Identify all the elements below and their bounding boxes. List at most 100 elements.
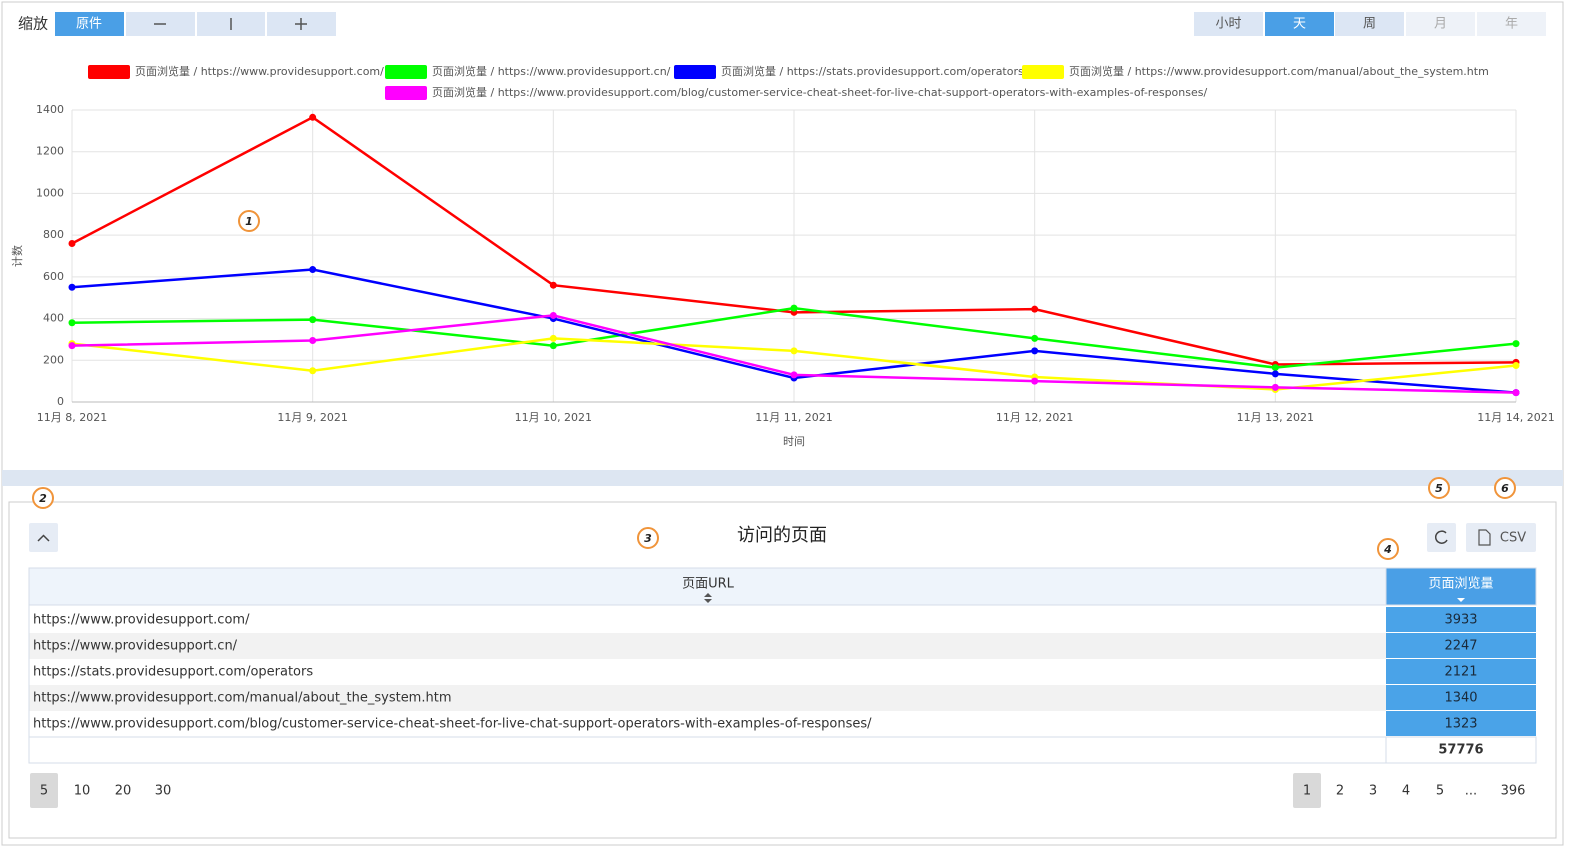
data-point [549, 311, 557, 319]
annotation-circle [637, 527, 659, 549]
row-bg [29, 711, 1386, 737]
period-button[interactable] [1265, 12, 1334, 36]
annotation-circle [32, 487, 54, 509]
page-size[interactable]: 30 [155, 784, 172, 799]
header-views-text[interactable]: 页面浏览量 [1428, 576, 1493, 592]
data-point [68, 283, 76, 291]
page-number[interactable]: 4 [1402, 784, 1410, 799]
data-point [790, 304, 798, 312]
data-point [1512, 362, 1520, 369]
data-point [1031, 377, 1039, 385]
data-point [790, 371, 798, 379]
row-bg [29, 685, 1386, 711]
period-text: 月 [1434, 17, 1447, 32]
annotation-circle [238, 210, 260, 232]
x-tick-label: 11月 8, 2021 [37, 411, 107, 424]
zoom-original-text: 原件 [76, 17, 102, 32]
csv-text: CSV [1500, 531, 1526, 546]
zoom-label: 缩放 [18, 15, 48, 33]
x-tick-label: 11月 9, 2021 [277, 411, 347, 424]
legend-label: 页面浏览量 / https://www.providesupport.com/ [135, 64, 384, 78]
page-number[interactable]: 5 [1436, 784, 1444, 799]
legend-label: 页面浏览量 / https://www.providesupport.cn/ [432, 64, 671, 78]
value-cell [1386, 607, 1536, 632]
period-text: 年 [1505, 17, 1518, 32]
x-tick-label: 11月 14, 2021 [1477, 411, 1554, 424]
y-tick-label: 400 [43, 312, 64, 325]
y-tick-label: 1200 [36, 145, 64, 158]
row-url: https://www.providesupport.com/blog/cust… [33, 717, 872, 732]
y-tick-label: 1000 [36, 186, 64, 199]
collapse-button[interactable] [29, 523, 58, 552]
value-cell [1386, 659, 1536, 684]
page-size[interactable]: 20 [115, 784, 132, 799]
page-active [1293, 773, 1321, 808]
annotation-number: 6 [1501, 482, 1509, 495]
period-text: 小时 [1215, 17, 1241, 32]
row-views: 2247 [1444, 639, 1477, 654]
header-url-text[interactable]: 页面URL [682, 577, 735, 592]
y-tick-label: 600 [43, 270, 64, 283]
period-button[interactable] [1477, 12, 1546, 36]
row-views: 1323 [1444, 717, 1477, 732]
value-cell [1386, 685, 1536, 710]
y-axis-label: 计数 [11, 245, 24, 267]
data-point [68, 319, 76, 327]
zoom-original-button[interactable] [55, 12, 124, 36]
page-size-active [30, 773, 58, 808]
annotation-number: 4 [1383, 543, 1392, 556]
data-point [790, 347, 798, 355]
page-size[interactable]: 5 [40, 784, 48, 799]
data-point [68, 342, 76, 350]
data-point [309, 266, 317, 274]
data-point [1031, 347, 1039, 355]
refresh-button[interactable] [1427, 523, 1456, 552]
x-tick-label: 11月 12, 2021 [996, 411, 1073, 424]
total-value: 57776 [1438, 743, 1483, 758]
annotation-circle [1428, 477, 1450, 499]
data-point [309, 316, 317, 324]
collapse-icon [37, 534, 50, 542]
y-tick-label: 1400 [36, 103, 64, 116]
period-button[interactable] [1335, 12, 1404, 36]
data-point [549, 281, 557, 289]
page-number[interactable]: ... [1465, 784, 1477, 799]
data-point [309, 367, 317, 375]
refresh-icon [1434, 530, 1448, 544]
y-tick-label: 200 [43, 353, 64, 366]
page-number[interactable]: 396 [1501, 784, 1526, 799]
y-tick-label: 0 [57, 395, 64, 408]
annotation-number: 2 [39, 492, 47, 505]
x-tick-label: 11月 11, 2021 [755, 411, 832, 424]
legend-label: 页面浏览量 / https://stats.providesupport.com… [721, 64, 1024, 78]
data-point [1271, 370, 1279, 378]
page-number[interactable]: 1 [1303, 784, 1311, 799]
panel-title: 访问的页面 [737, 525, 827, 546]
legend-label: 页面浏览量 / https://www.providesupport.com/b… [432, 85, 1207, 99]
data-point [1031, 334, 1039, 342]
row-url: https://www.providesupport.com/manual/ab… [33, 691, 451, 706]
value-cell [1386, 711, 1536, 736]
page-number[interactable]: 2 [1336, 784, 1344, 799]
legend-label: 页面浏览量 / https://www.providesupport.com/m… [1069, 64, 1489, 78]
row-views: 2121 [1444, 665, 1477, 680]
data-point [1271, 383, 1279, 391]
period-button[interactable] [1194, 12, 1263, 36]
separator [2, 470, 1563, 486]
page-number[interactable]: 3 [1369, 784, 1377, 799]
sort-icon [704, 593, 712, 603]
row-views: 3933 [1444, 613, 1477, 628]
row-bg [29, 607, 1386, 633]
sort-desc-icon [1457, 598, 1465, 602]
panel-border [8, 501, 1557, 839]
legend-swatch [1022, 65, 1064, 79]
period-text: 周 [1363, 17, 1376, 32]
row-url: https://stats.providesupport.com/operato… [33, 665, 313, 680]
data-point [549, 334, 557, 342]
period-button[interactable] [1406, 12, 1475, 36]
annotation-number: 5 [1435, 482, 1443, 495]
data-point [309, 113, 317, 121]
csv-icon [1478, 529, 1491, 546]
page-size[interactable]: 10 [74, 784, 91, 799]
